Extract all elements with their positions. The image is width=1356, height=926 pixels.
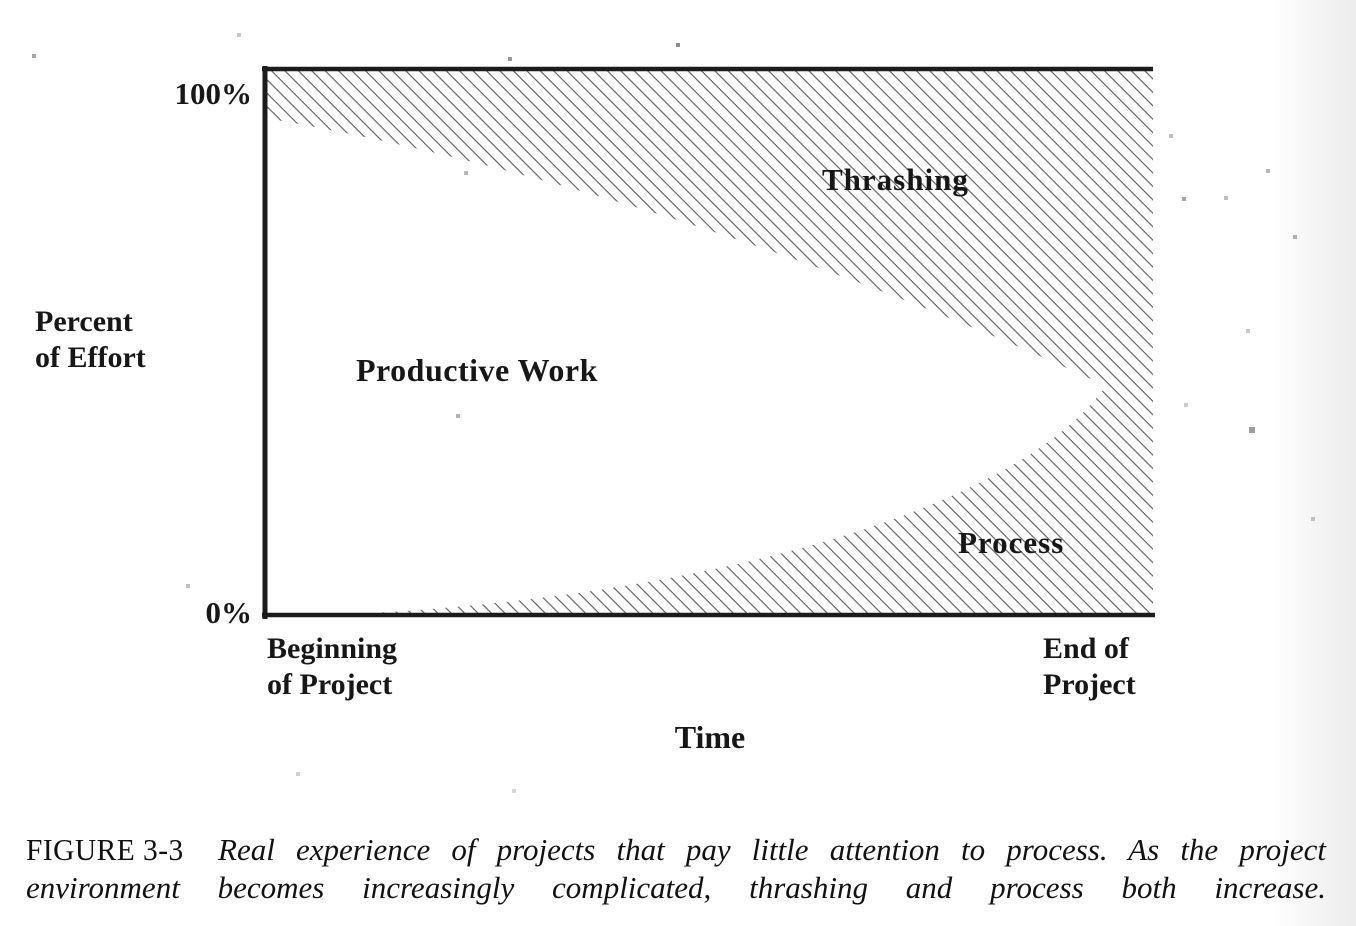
x-start-line2: of Project: [267, 668, 393, 701]
scan-noise-specks: [0, 0, 2, 2]
x-start-line1: Beginning: [267, 632, 398, 665]
x-end-line2: Project: [1043, 668, 1136, 701]
x-axis-title: Time: [674, 719, 746, 755]
productive-work-area: [265, 118, 1106, 617]
x-axis-start-label: Beginning of Project: [267, 631, 397, 703]
y-tick-100-label: 100%: [174, 76, 253, 111]
y-axis-label: Percent of Effort: [35, 304, 146, 376]
caption-figure-number: FIGURE 3-3: [26, 832, 184, 867]
y-tick-0-label: 0%: [205, 595, 253, 630]
caption-line-2: environment becomes increasingly complic…: [26, 870, 1326, 905]
productive-work-region-label: Productive Work: [356, 352, 598, 388]
x-axis-end-label: End of Project: [1043, 631, 1136, 703]
caption-text-line1: Real experience of projects that pay lit…: [218, 832, 1326, 867]
process-region-label: Process: [958, 525, 1065, 560]
thrashing-region-label: Thrashing: [822, 162, 969, 197]
y-axis-label-line1: Percent: [35, 305, 133, 338]
figure-caption: FIGURE 3-3 Real experience of projects th…: [26, 831, 1326, 907]
effort-over-time-chart: [262, 66, 1155, 619]
y-axis-label-line2: of Effort: [35, 341, 146, 374]
x-end-line1: End of: [1043, 632, 1129, 665]
caption-line-1: FIGURE 3-3 Real experience of projects th…: [26, 831, 1326, 869]
